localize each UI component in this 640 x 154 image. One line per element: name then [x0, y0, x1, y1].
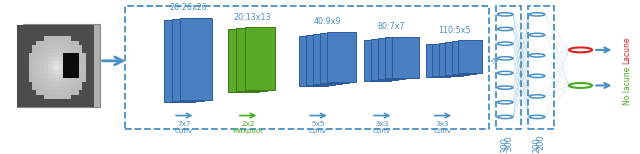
Text: 2x2
Maxpool: 2x2 Maxpool — [233, 121, 263, 134]
Text: 5x5
Conv: 5x5 Conv — [309, 121, 327, 134]
FancyBboxPatch shape — [172, 19, 204, 101]
FancyBboxPatch shape — [23, 24, 100, 107]
Text: 110:5x5: 110:5x5 — [438, 26, 470, 35]
Text: 20:26x26: 20:26x26 — [169, 3, 207, 12]
FancyBboxPatch shape — [433, 44, 457, 76]
Text: 200: 200 — [536, 135, 545, 150]
FancyBboxPatch shape — [180, 18, 212, 100]
Text: Lacune: Lacune — [623, 36, 632, 64]
Text: 20:13x13: 20:13x13 — [233, 13, 271, 22]
Text: 3x3
Conv: 3x3 Conv — [433, 121, 452, 134]
FancyBboxPatch shape — [244, 27, 275, 90]
FancyBboxPatch shape — [426, 45, 451, 77]
FancyBboxPatch shape — [228, 29, 259, 92]
Text: 300: 300 — [500, 137, 509, 153]
FancyBboxPatch shape — [299, 36, 328, 86]
FancyBboxPatch shape — [164, 20, 195, 102]
FancyBboxPatch shape — [385, 37, 412, 79]
FancyBboxPatch shape — [445, 42, 469, 75]
FancyBboxPatch shape — [452, 41, 476, 74]
FancyBboxPatch shape — [313, 34, 342, 84]
FancyBboxPatch shape — [236, 28, 267, 91]
Text: 3x3
Conv: 3x3 Conv — [373, 121, 391, 134]
FancyBboxPatch shape — [378, 38, 405, 79]
FancyBboxPatch shape — [306, 35, 335, 85]
FancyBboxPatch shape — [439, 43, 463, 76]
Text: 7x7
Conv: 7x7 Conv — [175, 121, 193, 134]
FancyBboxPatch shape — [458, 40, 482, 73]
FancyBboxPatch shape — [327, 32, 356, 82]
FancyBboxPatch shape — [320, 33, 349, 83]
FancyBboxPatch shape — [364, 40, 391, 81]
FancyBboxPatch shape — [371, 39, 398, 80]
Text: No lacune: No lacune — [623, 66, 632, 105]
Text: 40:9x9: 40:9x9 — [314, 17, 342, 26]
Text: 80:7x7: 80:7x7 — [378, 22, 405, 31]
Text: 200: 200 — [532, 137, 541, 153]
FancyBboxPatch shape — [392, 36, 419, 78]
Text: 300: 300 — [504, 135, 513, 151]
FancyBboxPatch shape — [17, 25, 93, 107]
